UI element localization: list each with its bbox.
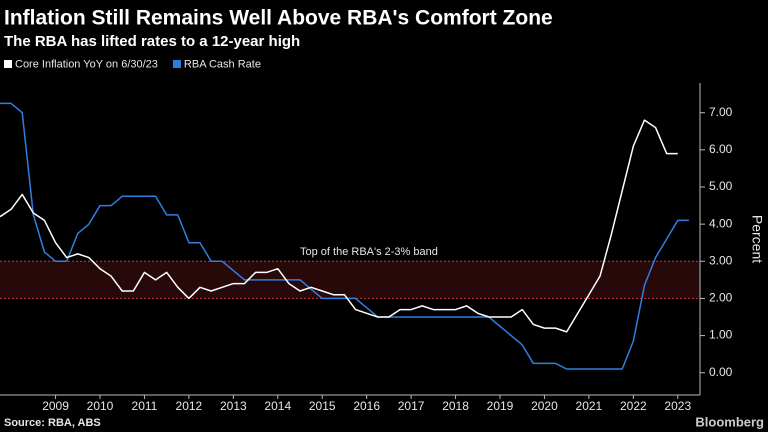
x-tick-label: 2014 (264, 399, 291, 413)
brand: Bloomberg (695, 414, 764, 429)
x-tick-label: 2022 (620, 399, 647, 413)
target-band (0, 261, 700, 299)
source: Source: RBA, ABS (4, 417, 101, 429)
legend-label: Core Inflation YoY on 6/30/23 (15, 58, 158, 70)
x-tick-label: 2012 (176, 399, 203, 413)
x-tick-label: 2009 (42, 399, 69, 413)
x-tick-label: 2021 (576, 399, 603, 413)
y-axis-label: Percent (749, 215, 765, 263)
y-tick-label: 0.00 (709, 365, 733, 379)
x-tick-label: 2023 (664, 399, 691, 413)
x-tick-label: 2015 (309, 399, 336, 413)
x-tick-label: 2020 (531, 399, 558, 413)
x-tick-label: 2017 (398, 399, 425, 413)
x-tick-label: 2010 (87, 399, 114, 413)
legend-swatch (4, 60, 12, 68)
y-tick-label: 6.00 (709, 142, 733, 156)
x-tick-label: 2016 (353, 399, 380, 413)
y-tick-label: 5.00 (709, 179, 733, 193)
y-tick-label: 4.00 (709, 216, 733, 230)
y-tick-label: 2.00 (709, 291, 733, 305)
chart-title: Inflation Still Remains Well Above RBA's… (4, 7, 553, 30)
series-line (0, 102, 689, 370)
y-tick-label: 3.00 (709, 253, 733, 267)
y-tick-label: 7.00 (709, 105, 733, 119)
legend-label: RBA Cash Rate (184, 58, 261, 70)
x-tick-label: 2013 (220, 399, 247, 413)
legend-swatch (172, 60, 181, 68)
x-tick-label: 2011 (132, 399, 158, 413)
y-tick-label: 1.00 (709, 328, 733, 342)
annotation: Top of the RBA's 2-3% band (300, 246, 438, 258)
series-line (0, 119, 678, 333)
x-tick-label: 2019 (487, 399, 514, 413)
x-tick-label: 2018 (442, 399, 469, 413)
chart-subtitle: The RBA has lifted rates to a 12-year hi… (4, 33, 300, 50)
